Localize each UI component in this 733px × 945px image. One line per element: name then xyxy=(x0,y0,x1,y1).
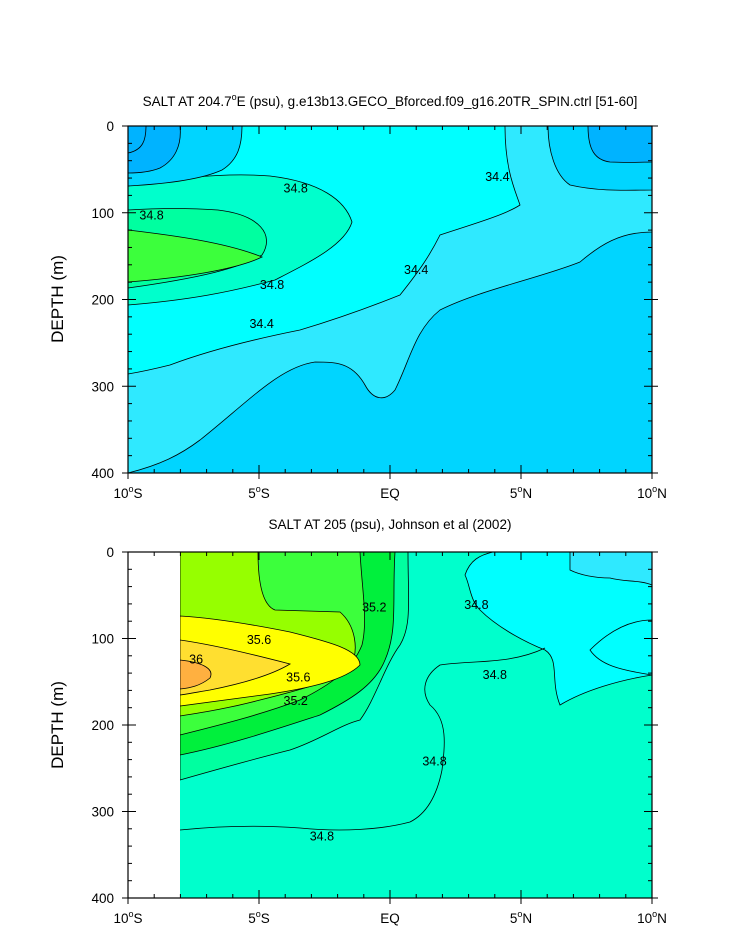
bottom-x-tick-label: 5oS xyxy=(248,909,270,926)
top-y-tick-label: 300 xyxy=(91,379,114,394)
bottom-band-east-34-6 xyxy=(464,551,653,706)
bottom-contour-label: 34.8 xyxy=(464,598,488,612)
bottom-contour-label: 34.8 xyxy=(483,668,507,682)
bottom-y-tick-label: 400 xyxy=(91,891,114,906)
bottom-contour-label: 35.6 xyxy=(247,633,271,647)
bottom-band-east-34-4b xyxy=(589,619,653,676)
top-band-35-2 xyxy=(127,229,263,283)
top-x-tick-label: 10oS xyxy=(113,484,142,501)
top-band-east-surface-core xyxy=(587,125,653,163)
top-contour-label: 34.4 xyxy=(249,317,273,331)
top-contour-labels: 34.8 34.8 34.4 34.8 34.4 34.4 xyxy=(139,170,509,331)
bottom-contour-label: 36 xyxy=(189,652,203,666)
bottom-contour-label: 34.8 xyxy=(310,830,334,844)
bottom-band-east-34-4 xyxy=(569,551,653,586)
bottom-x-tick-label: EQ xyxy=(380,911,400,926)
bottom-contour-label: 35.2 xyxy=(284,694,308,708)
top-axes: 10oS 5oS EQ 5oN 10oN 0 100 200 300 400 xyxy=(91,119,666,501)
bottom-panel: SALT AT 205 (psu), Johnson et al (2002) … xyxy=(48,517,667,926)
bottom-band-36-0 xyxy=(179,639,292,696)
bottom-x-tick-label: 10oN xyxy=(637,909,667,926)
bottom-contour-label: 34.8 xyxy=(422,754,446,768)
top-y-tick-label: 0 xyxy=(106,119,114,134)
top-panel-title: SALT AT 204.7oE (psu), g.e13b13.GECO_Bfo… xyxy=(143,92,638,109)
bottom-contour-label: 35.2 xyxy=(362,600,386,614)
top-x-tick-label: 10oN xyxy=(637,484,667,501)
bottom-contour-labels: 35.2 34.8 35.6 36 35.6 34.8 35.2 34.8 34.8 xyxy=(189,598,507,844)
top-contour-fill xyxy=(127,125,653,474)
top-x-tick-label: EQ xyxy=(380,486,400,501)
top-x-tick-label: 5oS xyxy=(248,484,270,501)
top-contour-label: 34.8 xyxy=(139,208,163,222)
bottom-band-36-2 xyxy=(179,659,212,690)
bottom-y-tick-label: 100 xyxy=(91,632,114,647)
bottom-x-tick-label: 10oS xyxy=(113,909,142,926)
bottom-y-tick-label: 300 xyxy=(91,805,114,820)
bottom-y-tick-label: 0 xyxy=(106,545,114,560)
bottom-y-axis-label: DEPTH (m) xyxy=(48,681,67,769)
top-contour-label: 34.4 xyxy=(485,170,509,184)
top-y-tick-label: 200 xyxy=(91,293,114,308)
bottom-missing-data-region xyxy=(128,552,180,898)
top-panel: SALT AT 204.7oE (psu), g.e13b13.GECO_Bfo… xyxy=(48,92,667,501)
bottom-contour-deep xyxy=(179,647,546,831)
top-y-tick-label: 100 xyxy=(91,206,114,221)
top-contour-label: 34.4 xyxy=(404,263,428,277)
bottom-y-tick-label: 200 xyxy=(91,718,114,733)
top-y-tick-label: 400 xyxy=(91,466,114,481)
bottom-contour-fill xyxy=(179,551,653,898)
bottom-axes: 10oS 5oS EQ 5oN 10oN 0 100 200 300 400 xyxy=(91,545,666,926)
bottom-contour-label: 35.6 xyxy=(286,670,310,684)
top-x-tick-label: 5oN xyxy=(510,484,532,501)
top-contour-label: 34.8 xyxy=(284,181,308,195)
bottom-panel-title: SALT AT 205 (psu), Johnson et al (2002) xyxy=(269,517,512,532)
bottom-x-tick-label: 5oN xyxy=(510,909,532,926)
top-contour-label: 34.8 xyxy=(260,278,284,292)
top-y-axis-label: DEPTH (m) xyxy=(48,255,67,343)
